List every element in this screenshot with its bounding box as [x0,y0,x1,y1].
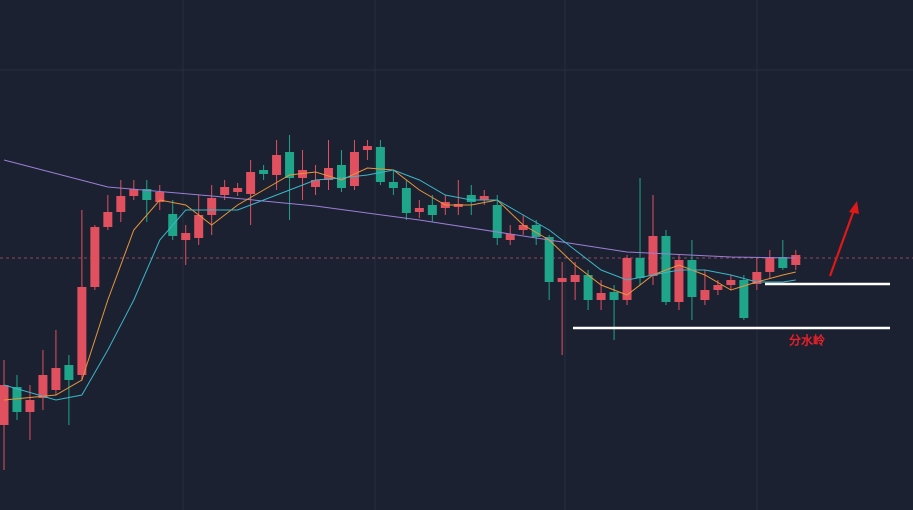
candle-body [116,196,126,212]
candle-body [77,287,87,375]
candle-body [596,293,606,300]
candle-body [674,260,684,302]
candle-body [401,188,411,213]
candle-body [246,172,256,194]
candle-body [726,280,736,285]
candle-body [570,275,580,282]
candle-body [155,192,165,202]
candle-body [700,290,710,300]
candle-body [648,236,658,276]
candle-body [285,152,295,178]
candle-body [713,285,723,290]
ma-line [3,169,796,401]
candle-body [259,170,269,174]
candle-body [557,278,567,282]
candle-body [362,146,372,150]
candle-body [0,385,9,425]
annotation: 分水岭 [789,333,825,348]
candle-body [375,147,385,182]
candle-body [791,255,801,265]
candle-body [635,258,645,278]
candle-body [233,188,243,192]
candle-body [25,400,35,412]
candle-body [609,292,619,300]
candle-body [531,225,541,237]
candle-body [64,365,74,380]
candle-body [505,234,515,240]
candle-body [311,180,321,187]
candle-body [388,182,398,188]
ma-line [3,167,796,401]
candle-body [414,208,424,212]
candle-body [492,205,502,238]
candle-body [142,189,152,200]
candle-body [324,168,333,180]
candle-body [739,280,749,318]
candle-body [207,198,217,215]
candle-body [752,272,762,284]
arrow-shaft [828,209,856,277]
candle-body [51,368,61,390]
candle-body [778,257,788,268]
candle-body [427,205,437,215]
candle-body [687,260,697,297]
candle-body [479,196,489,200]
candle-body [336,165,346,188]
ma-line [3,159,796,259]
candle-body [583,275,593,300]
candle-body [661,236,671,302]
candle-body [220,187,230,195]
candle-body [12,387,22,412]
candle-body [622,258,632,300]
candle-body [129,189,139,196]
candle-body [181,233,191,240]
candle-body [194,215,204,238]
candle-body [272,155,282,175]
arrow-head [849,201,859,214]
candle-body [544,237,554,282]
candle-body [103,212,113,227]
candle-body [90,227,100,287]
candle-body [518,225,528,230]
candle-body [765,257,775,272]
candle-body [349,152,359,186]
candle-body [466,195,476,202]
plot [0,135,913,470]
candle-body [38,375,48,398]
